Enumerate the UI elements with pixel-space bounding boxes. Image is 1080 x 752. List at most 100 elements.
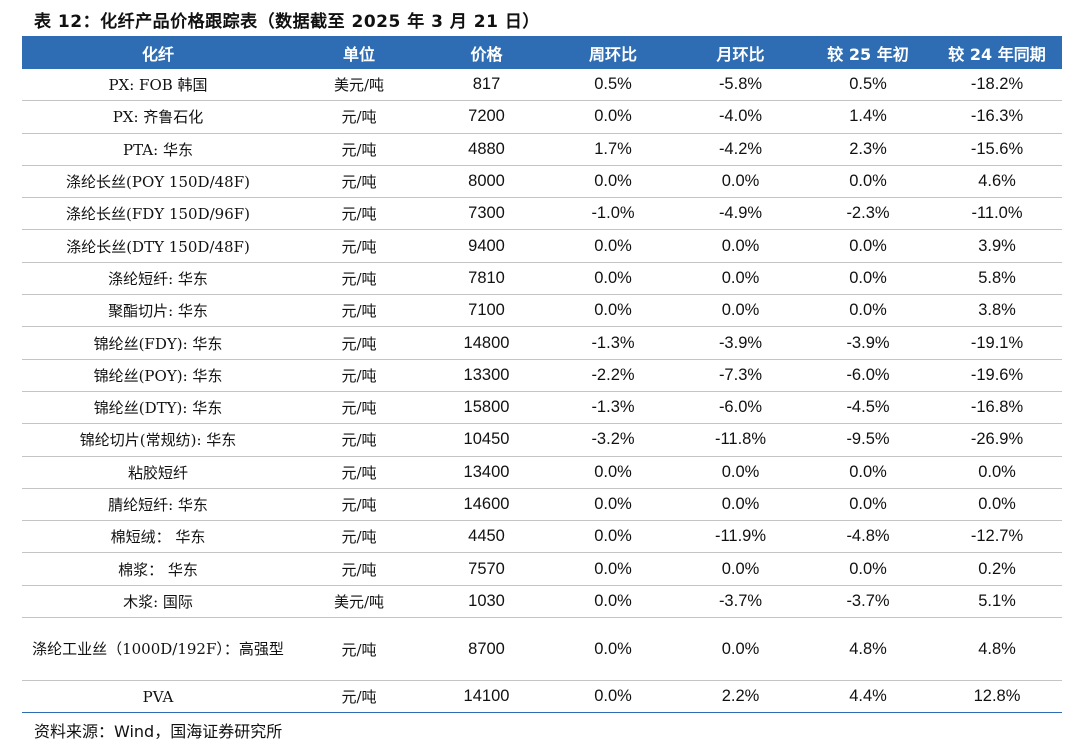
week-change: 0.0%	[549, 229, 677, 263]
yoy-change: 0.2%	[932, 552, 1062, 586]
fiber-name: PTA: 华东	[22, 133, 294, 166]
month-change: 0.0%	[677, 552, 804, 586]
week-change: -3.2%	[549, 423, 677, 457]
unit: 元/吨	[294, 359, 424, 392]
fiber-name: 锦纶切片(常规纺): 华东	[22, 423, 294, 457]
ytd-change: -2.3%	[804, 197, 932, 231]
unit: 元/吨	[294, 520, 424, 554]
fiber-name: PVA	[22, 680, 294, 714]
yoy-change: -19.1%	[932, 326, 1062, 360]
price: 4450	[424, 520, 549, 554]
fiber-name: 木浆: 国际	[22, 585, 294, 619]
fiber-name: 涤纶长丝(POY 150D/48F)	[22, 165, 294, 199]
ytd-change: 0.0%	[804, 262, 932, 296]
unit: 元/吨	[294, 133, 424, 166]
week-change: -1.3%	[549, 326, 677, 360]
unit: 美元/吨	[294, 585, 424, 619]
week-change: 0.0%	[549, 552, 677, 586]
price: 14600	[424, 488, 549, 522]
unit: 元/吨	[294, 262, 424, 296]
week-change: 0.0%	[549, 165, 677, 199]
unit: 元/吨	[294, 456, 424, 489]
col-header-month-change: 月环比	[677, 36, 804, 69]
week-change: 0.5%	[549, 69, 677, 102]
week-change: 0.0%	[549, 262, 677, 296]
table-row: PVA 元/吨 14100 0.0% 2.2% 4.4% 12.8%	[22, 680, 1062, 714]
col-header-price: 价格	[424, 36, 549, 69]
week-change: 0.0%	[549, 456, 677, 489]
table-row: 木浆: 国际 美元/吨 1030 0.0% -3.7% -3.7% 5.1%	[22, 585, 1062, 619]
fiber-name: PX: FOB 韩国	[22, 69, 294, 102]
month-change: 2.2%	[677, 680, 804, 714]
week-change: 0.0%	[549, 585, 677, 619]
ytd-change: -3.9%	[804, 326, 932, 360]
table-row: 涤纶工业丝（1000D/192F）：高强型 元/吨 8700 0.0% 0.0% 4.8%…	[22, 617, 1062, 682]
price: 7200	[424, 100, 549, 134]
month-change: 0.0%	[677, 294, 804, 328]
yoy-change: 3.9%	[932, 229, 1062, 263]
yoy-change: -18.2%	[932, 69, 1062, 102]
month-change: -4.9%	[677, 197, 804, 231]
table-row: 粘胶短纤 元/吨 13400 0.0% 0.0% 0.0% 0.0%	[22, 456, 1062, 489]
week-change: 0.0%	[549, 294, 677, 328]
week-change: 0.0%	[549, 100, 677, 134]
price: 8000	[424, 165, 549, 199]
yoy-change: 0.0%	[932, 488, 1062, 522]
month-change: -3.9%	[677, 326, 804, 360]
week-change: -1.0%	[549, 197, 677, 231]
month-change: 0.0%	[677, 488, 804, 522]
unit: 元/吨	[294, 326, 424, 360]
yoy-change: -16.8%	[932, 391, 1062, 425]
unit: 元/吨	[294, 680, 424, 714]
unit: 元/吨	[294, 488, 424, 522]
price-tracking-table: 化纤 单位 价格 周环比 月环比 较 25 年初 较 24 年同期 PX: FO…	[22, 36, 1062, 714]
price: 7300	[424, 197, 549, 231]
ytd-change: -6.0%	[804, 359, 932, 392]
ytd-change: 2.3%	[804, 133, 932, 166]
price: 4880	[424, 133, 549, 166]
table-row: PX: 齐鲁石化 元/吨 7200 0.0% -4.0% 1.4% -16.3%	[22, 100, 1062, 134]
ytd-change: 0.0%	[804, 294, 932, 328]
price: 817	[424, 69, 549, 102]
fiber-name: PX: 齐鲁石化	[22, 100, 294, 134]
ytd-change: 4.8%	[804, 617, 932, 682]
header-row: 化纤 单位 价格 周环比 月环比 较 25 年初 较 24 年同期	[22, 36, 1062, 69]
yoy-change: -12.7%	[932, 520, 1062, 554]
price: 7570	[424, 552, 549, 586]
fiber-name: 聚酯切片: 华东	[22, 294, 294, 328]
month-change: -4.0%	[677, 100, 804, 134]
table-row: PX: FOB 韩国 美元/吨 817 0.5% -5.8% 0.5% -18.2%	[22, 69, 1062, 102]
month-change: -4.2%	[677, 133, 804, 166]
week-change: -1.3%	[549, 391, 677, 425]
month-change: -6.0%	[677, 391, 804, 425]
price: 7100	[424, 294, 549, 328]
week-change: 0.0%	[549, 680, 677, 714]
month-change: 0.0%	[677, 456, 804, 489]
fiber-name: 锦纶丝(POY): 华东	[22, 359, 294, 392]
fiber-name: 粘胶短纤	[22, 456, 294, 489]
yoy-change: -16.3%	[932, 100, 1062, 134]
col-header-yoy-change: 较 24 年同期	[932, 36, 1062, 69]
week-change: 0.0%	[549, 520, 677, 554]
table-row: 聚酯切片: 华东 元/吨 7100 0.0% 0.0% 0.0% 3.8%	[22, 294, 1062, 328]
ytd-change: 1.4%	[804, 100, 932, 134]
yoy-change: 4.8%	[932, 617, 1062, 682]
unit: 元/吨	[294, 100, 424, 134]
table-row: 锦纶丝(DTY): 华东 元/吨 15800 -1.3% -6.0% -4.5% -16.8…	[22, 391, 1062, 425]
price: 14800	[424, 326, 549, 360]
price: 7810	[424, 262, 549, 296]
yoy-change: -11.0%	[932, 197, 1062, 231]
table-row: 涤纶长丝(DTY 150D/48F) 元/吨 9400 0.0% 0.0% 0.0% 3.9…	[22, 229, 1062, 263]
ytd-change: -4.8%	[804, 520, 932, 554]
fiber-name: 棉浆： 华东	[22, 552, 294, 586]
price: 8700	[424, 617, 549, 682]
month-change: -11.8%	[677, 423, 804, 457]
week-change: 1.7%	[549, 133, 677, 166]
ytd-change: -3.7%	[804, 585, 932, 619]
table-row: 锦纶丝(FDY): 华东 元/吨 14800 -1.3% -3.9% -3.9% -19.1…	[22, 326, 1062, 360]
yoy-change: 5.8%	[932, 262, 1062, 296]
week-change: 0.0%	[549, 488, 677, 522]
price: 9400	[424, 229, 549, 263]
month-change: -3.7%	[677, 585, 804, 619]
yoy-change: 12.8%	[932, 680, 1062, 714]
